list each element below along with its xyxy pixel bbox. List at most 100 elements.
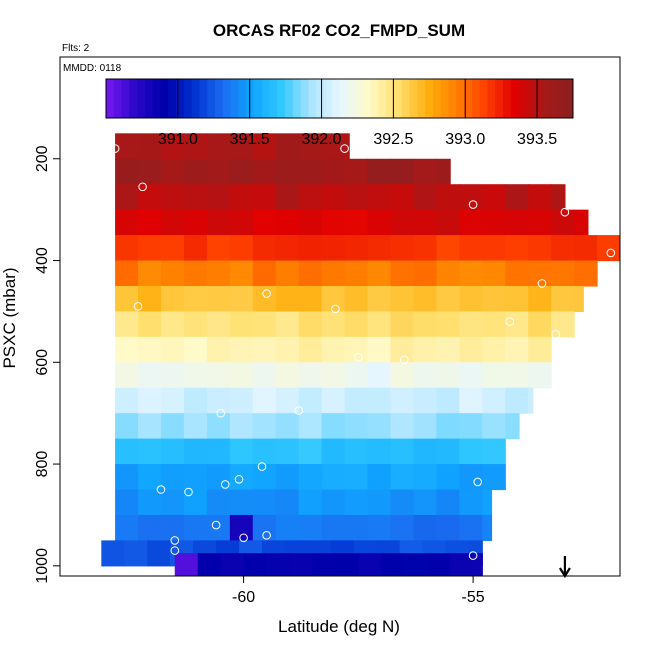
- heatmap-cell: [344, 464, 369, 491]
- heatmap-cell: [312, 553, 337, 576]
- heatmap-cell: [298, 336, 323, 363]
- flight-point: [400, 355, 409, 365]
- heatmap-cell: [344, 209, 369, 236]
- latitude-marker: [558, 556, 571, 579]
- heatmap-cell: [528, 336, 552, 363]
- colorbar-segment: [121, 79, 130, 118]
- colorbar-segment: [541, 79, 551, 118]
- heatmap-cell: [321, 413, 346, 440]
- heatmap-cell: [206, 209, 231, 236]
- heatmap-cell: [367, 362, 392, 389]
- heatmap-cell: [275, 133, 300, 160]
- heatmap-cell: [436, 209, 460, 236]
- colorbar-segment: [129, 79, 138, 118]
- heatmap-cell: [344, 387, 369, 414]
- colorbar-segment: [432, 79, 442, 118]
- heatmap-cell: [206, 438, 231, 465]
- heatmap-cell: [252, 514, 277, 541]
- colorbar-segment: [277, 79, 286, 118]
- heatmap-cell: [344, 413, 369, 440]
- colorbar-segment: [401, 79, 411, 118]
- heatmap-cell: [138, 209, 162, 236]
- heatmap-cell: [229, 260, 254, 287]
- heatmap-cell: [528, 387, 534, 414]
- chart-title: ORCAS RF02 CO2_FMPD_SUM: [213, 21, 465, 40]
- colorbar-segment: [292, 79, 302, 118]
- colorbar-segment: [339, 79, 348, 118]
- heatmap-cell: [138, 464, 162, 491]
- colorbar-segment: [393, 79, 403, 118]
- heatmap-cell: [321, 464, 346, 491]
- heatmap-cell: [275, 464, 300, 491]
- colorbar-segment: [238, 79, 247, 118]
- heatmap-cell: [160, 285, 185, 313]
- heatmap-cell: [206, 489, 231, 516]
- heatmap-cell: [183, 489, 208, 516]
- heatmap-cell: [344, 285, 369, 313]
- heatmap-cell: [436, 158, 451, 185]
- heatmap-cell: [367, 209, 392, 236]
- heatmap-cell: [115, 336, 139, 363]
- heatmap-cell: [436, 489, 460, 516]
- flight-point: [473, 477, 483, 487]
- heatmap-cell: [252, 158, 277, 185]
- heatmap-cell: [482, 336, 506, 363]
- heatmap-cell: [183, 133, 208, 160]
- heatmap-cell: [381, 553, 405, 576]
- heatmap-cell: [206, 184, 231, 211]
- heatmap-cell: [436, 438, 460, 465]
- heatmap-cell: [229, 514, 254, 541]
- heatmap-cell: [275, 184, 300, 211]
- heatmap-cell: [298, 413, 323, 440]
- heatmap-cell: [344, 158, 369, 185]
- heatmap-cell: [390, 438, 415, 465]
- heatmap-cell: [275, 413, 300, 440]
- flight-point: [560, 207, 570, 217]
- heatmap-cell: [367, 158, 392, 185]
- heatmap-cell: [252, 133, 277, 160]
- colorbar-segment: [176, 79, 185, 118]
- colorbar-segment: [308, 79, 317, 118]
- heatmap-cell: [197, 553, 222, 576]
- colorbar-segment: [557, 79, 566, 118]
- heatmap-cell: [344, 260, 369, 287]
- colorbar-segment: [518, 79, 527, 118]
- heatmap-cell: [160, 133, 185, 160]
- heatmap-cell: [482, 489, 493, 516]
- heatmap-cell: [413, 413, 437, 440]
- heatmap-cell: [138, 336, 162, 363]
- heatmap-cell: [124, 540, 148, 567]
- heatmap-cell: [528, 184, 552, 211]
- heatmap-cell: [436, 235, 460, 262]
- colorbar-segment: [487, 79, 496, 118]
- heatmap-cell: [344, 438, 369, 465]
- heatmap-cell: [252, 235, 277, 262]
- flight-point: [220, 480, 230, 489]
- heatmap-cell: [505, 311, 529, 338]
- heatmap-cell: [367, 285, 392, 313]
- heatmap-cell: [413, 285, 437, 313]
- heatmap-cell: [482, 209, 506, 236]
- heatmap-cell: [229, 362, 254, 389]
- heatmap-cell: [183, 158, 208, 185]
- heatmap-cell: [206, 311, 231, 338]
- flight-point: [257, 462, 267, 471]
- colorbar-segment: [246, 79, 255, 118]
- heatmap-cell: [404, 553, 428, 576]
- colorbar-segment: [565, 79, 574, 118]
- heatmap-cell: [160, 464, 185, 491]
- colorbar-segment: [269, 79, 278, 118]
- flight-point: [331, 304, 340, 314]
- heatmap-cell: [101, 540, 125, 567]
- heatmap-cell: [574, 260, 598, 287]
- heatmap-cell: [390, 311, 415, 338]
- flight-point: [340, 144, 349, 153]
- heatmap-cell: [138, 260, 162, 287]
- colorbar-segment: [199, 79, 208, 118]
- heatmap-cell: [459, 184, 483, 211]
- heatmap-cell: [206, 362, 231, 389]
- heatmap-cell: [413, 489, 437, 516]
- heatmap-cell: [183, 184, 208, 211]
- heatmap-cell: [436, 260, 460, 287]
- heatmap-cell: [321, 387, 346, 414]
